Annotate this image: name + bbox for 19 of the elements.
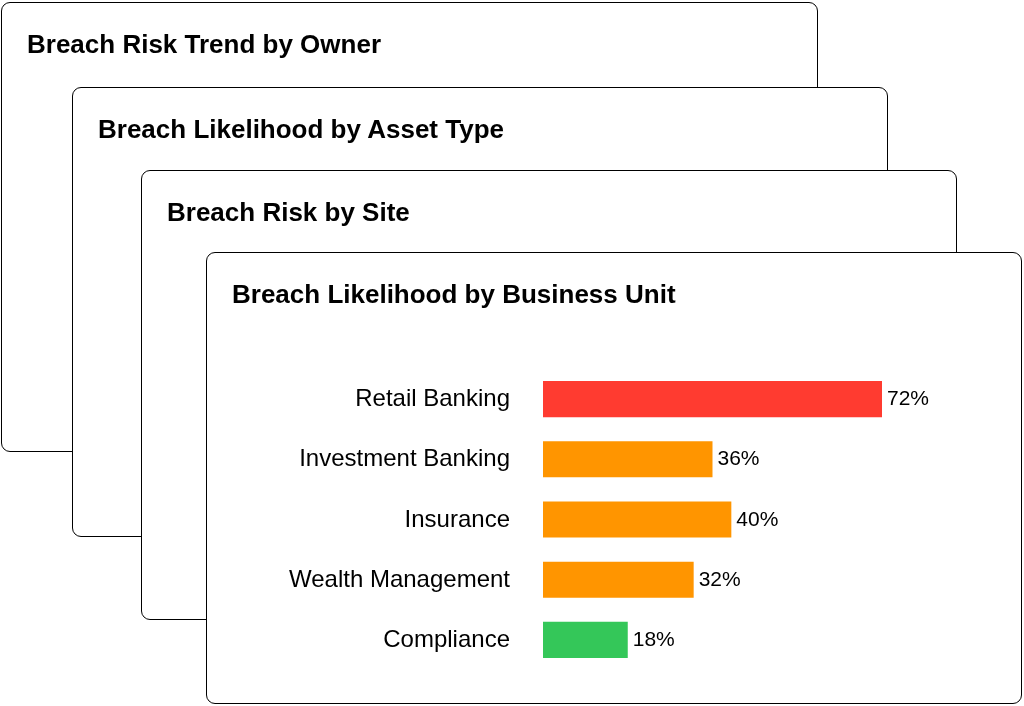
bar — [543, 501, 732, 538]
data-label: 36% — [717, 446, 760, 470]
chart-title: Breach Likelihood by Business Unit — [232, 279, 676, 310]
text: Breach Likelihood by Asset Type — [98, 114, 504, 145]
bar — [543, 621, 628, 658]
bar — [543, 561, 694, 598]
data-label: 18% — [632, 626, 675, 650]
data-label: 72% — [887, 386, 930, 410]
data-label: 32% — [698, 566, 741, 590]
y-tick-label: Wealth Management — [288, 564, 511, 592]
y-tick-label: Investment Banking — [299, 444, 510, 472]
y-tick-label: Compliance — [383, 624, 510, 652]
bar — [543, 381, 882, 418]
text: Breach Risk Trend by Owner — [27, 29, 382, 60]
data-label: 40% — [736, 506, 779, 530]
y-tick-label: Insurance — [404, 504, 510, 532]
text: Breach Risk by Site — [167, 197, 410, 228]
bar — [543, 441, 713, 478]
y-tick-label: Retail Banking — [355, 384, 510, 412]
